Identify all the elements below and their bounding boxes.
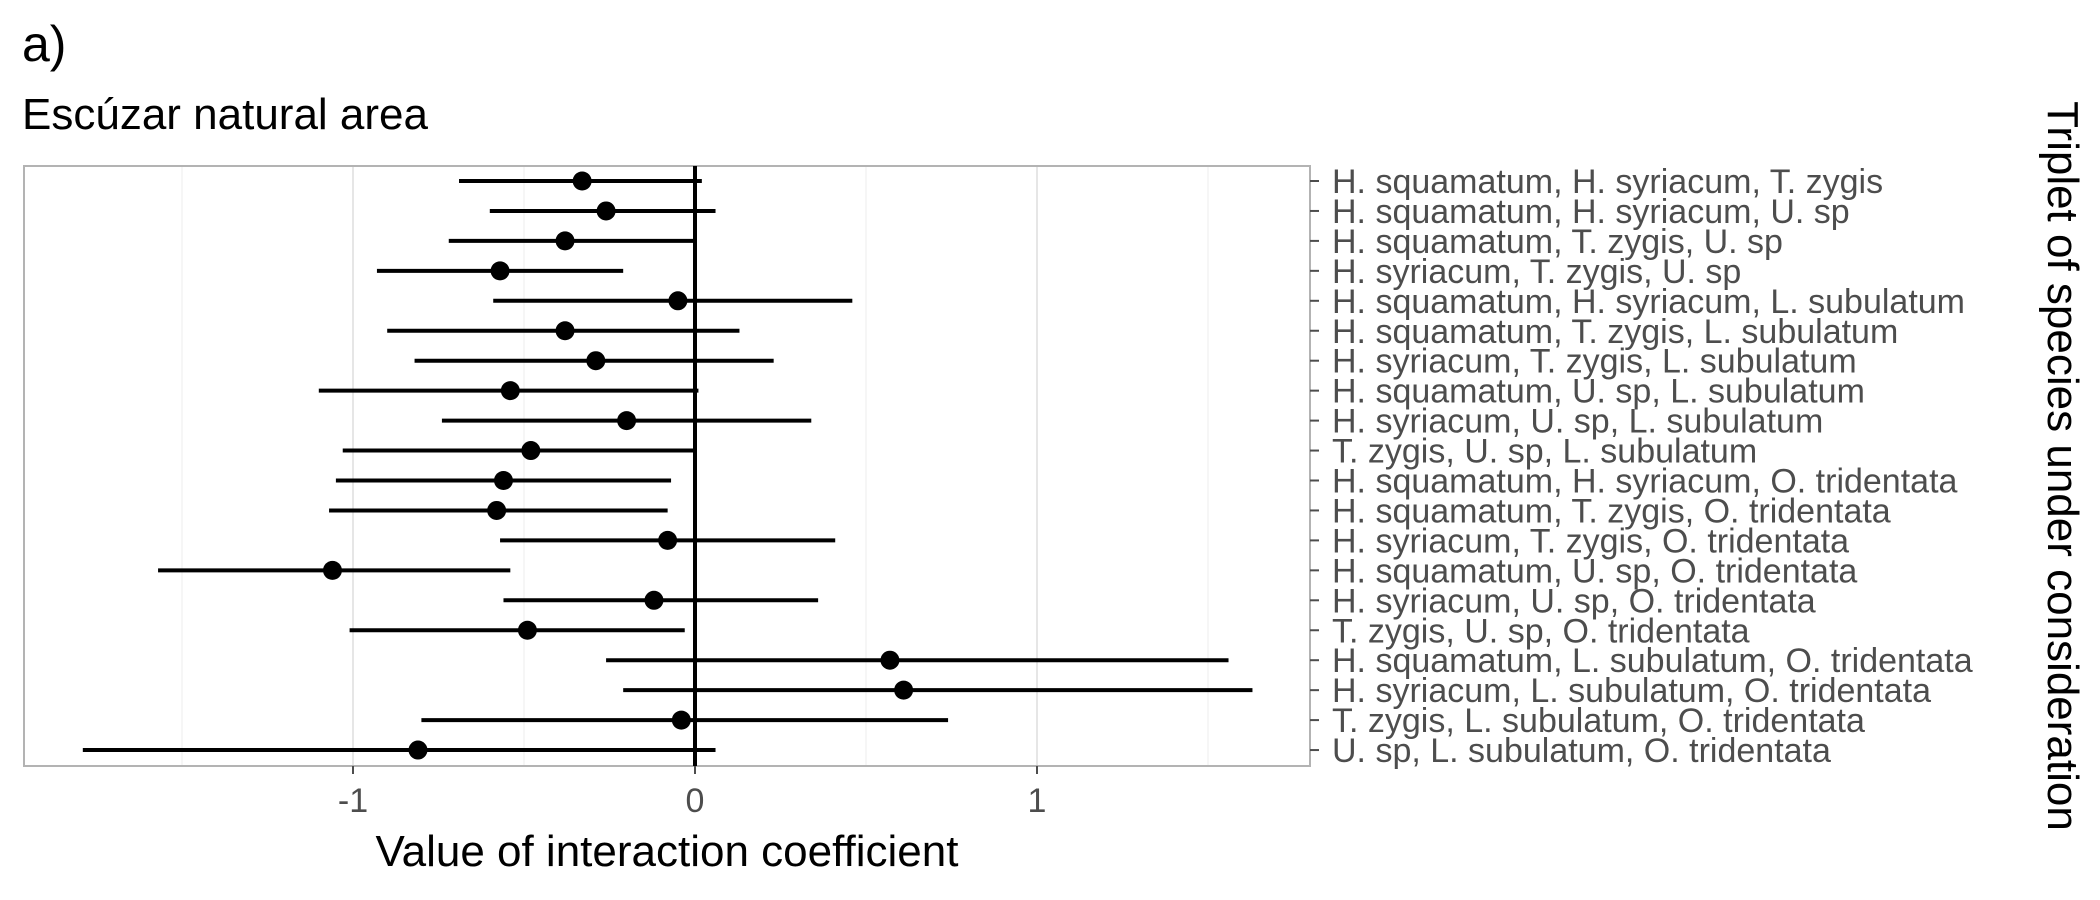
point-estimate xyxy=(658,530,678,550)
y-tick-label: H. squamatum, H. syriacum, O. tridentata xyxy=(1332,463,1958,501)
y-tick-label: H. squamatum, U. sp, O. tridentata xyxy=(1332,552,1857,590)
point-estimate xyxy=(500,381,520,401)
point-estimate xyxy=(572,171,592,191)
point-estimates xyxy=(322,171,914,760)
panel-tag: a) xyxy=(22,16,67,72)
point-estimate xyxy=(671,710,691,730)
x-axis-title: Value of interaction coefficient xyxy=(376,827,959,876)
point-estimate xyxy=(555,321,575,341)
y-tick-label: H. syriacum, U. sp, L. subulatum xyxy=(1332,403,1823,441)
chart-title: Escúzar natural area xyxy=(22,90,428,139)
x-axis: -1 0 1 xyxy=(338,766,1047,820)
y-tick-label: H. squamatum, H. syriacum, U. sp xyxy=(1332,193,1850,231)
error-bars xyxy=(82,179,1253,753)
y-tick-label: U. sp, L. subulatum, O. tridentata xyxy=(1332,732,1831,770)
point-estimate xyxy=(490,261,510,281)
x-tick-label: 1 xyxy=(1028,782,1047,820)
y-tick-label: H. syriacum, T. zygis, U. sp xyxy=(1332,253,1741,291)
y-tick-label: H. squamatum, T. zygis, U. sp xyxy=(1332,223,1783,261)
point-estimate xyxy=(880,650,900,670)
x-tick-label: -1 xyxy=(338,782,368,820)
point-estimate xyxy=(894,680,914,700)
y-tick-label: H. squamatum, T. zygis, O. tridentata xyxy=(1332,492,1891,530)
y-tick-label: H. squamatum, L. subulatum, O. tridentat… xyxy=(1332,642,1973,680)
y-tick-label: H. squamatum, H. syriacum, T. zygis xyxy=(1332,163,1883,201)
point-estimate xyxy=(487,500,507,520)
point-estimate xyxy=(322,560,342,580)
y-tick-label: T. zygis, U. sp, O. tridentata xyxy=(1332,612,1750,650)
y-tick-label: T. zygis, L. subulatum, O. tridentata xyxy=(1332,702,1865,740)
point-estimate xyxy=(586,351,606,371)
point-estimate xyxy=(493,471,513,490)
point-estimate xyxy=(644,590,664,610)
point-estimate xyxy=(517,620,537,640)
y-tick-label: H. squamatum, U. sp, L. subulatum xyxy=(1332,373,1865,411)
point-estimate xyxy=(521,441,541,461)
y-tick-label: H. squamatum, T. zygis, L. subulatum xyxy=(1332,313,1898,351)
y-tick-label: H. syriacum, T. zygis, O. tridentata xyxy=(1332,522,1849,560)
y-tick-label: H. syriacum, T. zygis, L. subulatum xyxy=(1332,343,1857,381)
y-tick-label: H. squamatum, H. syriacum, L. subulatum xyxy=(1332,283,1965,321)
y-tick-label: T. zygis, U. sp, L. subulatum xyxy=(1332,433,1757,471)
point-estimate xyxy=(408,740,428,760)
point-estimate xyxy=(555,231,575,251)
x-tick-label: 0 xyxy=(686,782,705,820)
point-estimate xyxy=(668,291,688,311)
y-tick-label: H. syriacum, L. subulatum, O. tridentata xyxy=(1332,672,1931,710)
plot-frame xyxy=(23,165,1311,767)
point-estimate xyxy=(617,411,637,431)
y-axis-title: Triplet of species under consideration xyxy=(2038,101,2087,831)
point-estimate xyxy=(596,201,616,221)
y-tick-label: H. syriacum, U. sp, O. tridentata xyxy=(1332,582,1816,620)
